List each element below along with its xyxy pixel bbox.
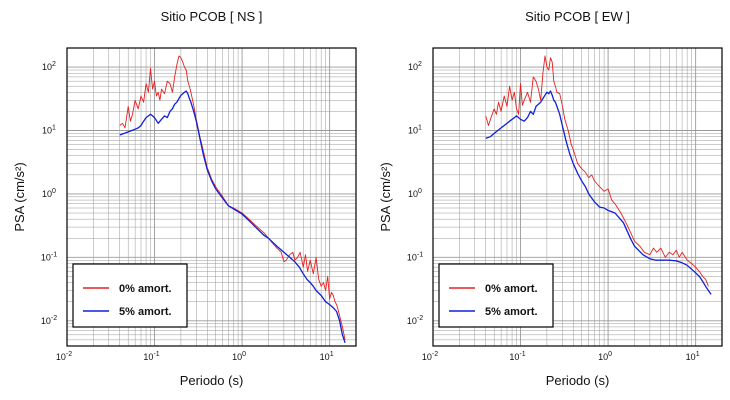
y-tick-label: 102	[42, 61, 56, 72]
legend-ew: 0% amort. 5% amort.	[438, 263, 554, 328]
chart-title-ew: Sitio PCOB [ EW ]	[525, 9, 630, 24]
x-tick-label: 101	[320, 351, 334, 362]
y-tick-label: 10-1	[41, 251, 57, 262]
y-tick-label: 10-2	[41, 315, 57, 326]
x-tick-label: 10-1	[143, 351, 159, 362]
legend-label: 5% amort.	[485, 306, 538, 318]
y-axis-label-ns: PSA (cm/s²)	[12, 162, 27, 231]
chart-panel-ns: 10-2 10-1 100 101 10-2 10-1 100 101 102 Sitio PCO…	[12, 9, 357, 388]
y-tick-label: 100	[408, 188, 422, 199]
x-axis-label-ns: Periodo (s)	[180, 373, 244, 388]
y-axis-label-ew: PSA (cm/s²)	[378, 162, 393, 231]
y-tick-label: 102	[408, 61, 422, 72]
x-tick-label: 10-2	[56, 351, 72, 362]
y-tick-label: 101	[408, 125, 422, 136]
y-tick-label: 101	[42, 125, 56, 136]
series-line-undamped-ew	[485, 55, 709, 287]
y-tick-label: 10-1	[407, 251, 423, 262]
x-tick-label: 100	[232, 351, 246, 362]
legend-label: 5% amort.	[119, 306, 172, 318]
x-tick-label: 100	[598, 351, 612, 362]
legend-label: 0% amort.	[119, 283, 172, 295]
grid-ew	[433, 48, 722, 346]
legend-label: 0% amort.	[485, 283, 538, 295]
y-tick-label: 10-2	[407, 315, 423, 326]
series-line-undamped-ns	[119, 55, 346, 340]
x-tick-label: 10-2	[422, 351, 438, 362]
chart-title-ns: Sitio PCOB [ NS ]	[161, 9, 263, 24]
y-tick-label: 100	[42, 188, 56, 199]
legend-ns: 0% amort. 5% amort.	[72, 263, 188, 328]
x-tick-label: 10-1	[509, 351, 525, 362]
plot-frame-ns	[66, 47, 357, 347]
x-axis-label-ew: Periodo (s)	[546, 373, 610, 388]
series-line-damped-ns	[119, 90, 346, 344]
x-tick-label: 101	[686, 351, 700, 362]
plot-frame-ew	[432, 47, 723, 347]
chart-panel-ew: 10-2 10-1 100 101 10-2 10-1 100 101 102 Sitio PCO…	[378, 9, 723, 388]
series-line-damped-ew	[485, 90, 712, 295]
